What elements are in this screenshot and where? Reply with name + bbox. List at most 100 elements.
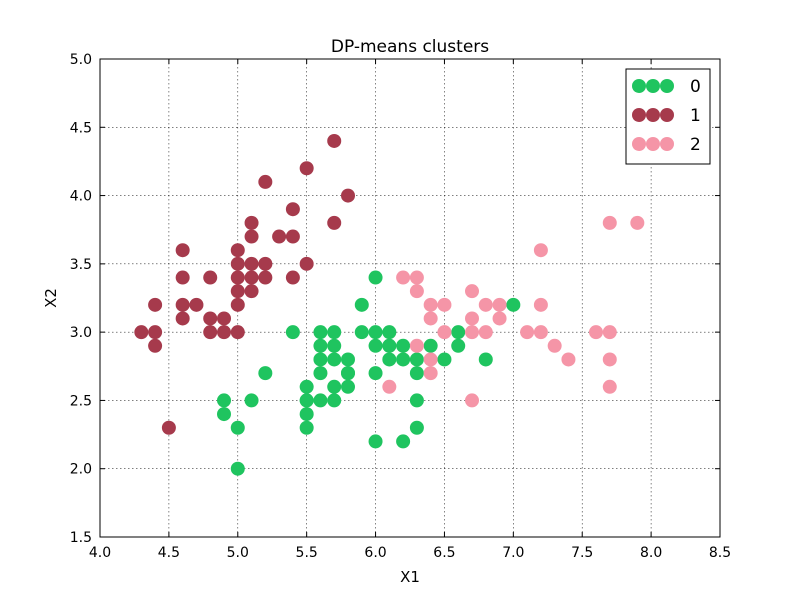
series-2-point [533, 243, 548, 258]
series-0-point [299, 407, 314, 422]
legend-marker [646, 108, 660, 122]
series-0-point [437, 352, 452, 367]
x-tick-label: 4.0 [89, 545, 111, 561]
y-tick-label: 3.5 [70, 257, 92, 273]
series-0-point [244, 393, 259, 408]
series-0-point [230, 420, 245, 435]
series-2-point [602, 215, 617, 230]
legend-marker [660, 108, 674, 122]
series-2-point [465, 284, 479, 299]
series-1-point [175, 311, 190, 326]
x-tick-label: 8.5 [709, 545, 731, 561]
y-tick-label: 4.5 [70, 120, 92, 136]
legend-marker [660, 137, 674, 151]
series-0-point [341, 366, 355, 381]
series-2-point [409, 284, 424, 299]
series-0-point [396, 434, 411, 449]
series-1-point [341, 188, 355, 203]
legend-label: 0 [690, 77, 701, 97]
series-2-point [396, 270, 411, 285]
series-0-point [451, 338, 466, 353]
series-2-point [409, 270, 424, 285]
series-0-point [506, 297, 521, 312]
series-2-point [423, 366, 438, 381]
series-0-point [258, 366, 273, 381]
plot-frame [99, 58, 721, 538]
series-1-point [230, 284, 245, 299]
series-1-point [148, 338, 163, 353]
series-1-point [148, 297, 163, 312]
series-2-point [602, 379, 617, 394]
series-2-point [437, 297, 452, 312]
series-2-point [409, 338, 424, 353]
series-0-point [368, 325, 383, 340]
series-2-point [630, 215, 645, 230]
series-1-point [230, 243, 245, 258]
series-1-point [244, 215, 259, 230]
y-tick-label: 3.0 [70, 325, 92, 341]
y-axis-label: X2 [42, 288, 60, 308]
series-0-point [313, 338, 328, 353]
series-0-point [313, 325, 328, 340]
series-1-point [258, 270, 273, 285]
series-0-point [327, 393, 342, 408]
series-2-point [602, 352, 617, 367]
series-0-point [409, 393, 424, 408]
series-1-point [134, 325, 149, 340]
y-tick-label: 5.0 [70, 52, 92, 68]
series-0-point [396, 338, 411, 353]
x-tick-label: 8.0 [640, 545, 662, 561]
series-1-point [175, 297, 190, 312]
x-tick-label: 5.5 [296, 545, 318, 561]
series-2-point [465, 325, 479, 340]
series-2-point [602, 325, 617, 340]
series-2-point [561, 352, 576, 367]
series-0-point [368, 366, 383, 381]
legend: 0 1 2 [625, 68, 711, 165]
series-1-point [299, 161, 314, 176]
series-1-point [285, 229, 300, 244]
series-1-point [327, 215, 342, 230]
series-2-point [547, 338, 562, 353]
axis-ticks: 4.0 4.5 5.0 5.5 6.0 6.5 7.0 7.5 8.0 8.5 1.5 2.0 2.5 3… [70, 52, 731, 561]
series-0-point [368, 270, 383, 285]
legend-marker [632, 79, 646, 93]
x-tick-label: 5.0 [227, 545, 249, 561]
series-0-point [327, 325, 342, 340]
data-points [134, 133, 645, 476]
chart-title: DP-means clusters [331, 37, 489, 57]
series-2-point [465, 311, 479, 326]
series-1-point [203, 311, 218, 326]
series-1-point [217, 311, 231, 326]
series-1-point [299, 256, 314, 271]
series-1-point [161, 420, 176, 435]
series-0-point [368, 434, 383, 449]
series-2-point [533, 325, 548, 340]
series-1-point [230, 256, 245, 271]
series-1-point [327, 133, 342, 148]
series-0-point [327, 338, 342, 353]
x-tick-label: 6.0 [364, 545, 386, 561]
series-0-point [341, 352, 355, 367]
y-tick-label: 4.0 [70, 189, 92, 205]
series-1-point [272, 229, 287, 244]
legend-marker [632, 137, 646, 151]
series-0-point [313, 393, 328, 408]
series-2-point [589, 325, 603, 340]
series-0-point [382, 352, 397, 367]
x-tick-label: 7.0 [502, 545, 524, 561]
legend-label: 1 [690, 106, 701, 126]
series-0-point [299, 393, 314, 408]
series-0-point [313, 352, 328, 367]
series-1-point [285, 270, 300, 285]
series-1-point [244, 229, 259, 244]
series-2-point [533, 297, 548, 312]
series-0-point [354, 297, 369, 312]
x-tick-label: 6.5 [433, 545, 455, 561]
series-1-point [258, 256, 273, 271]
series-2-point [382, 379, 397, 394]
series-0-point [368, 338, 383, 353]
series-0-point [382, 325, 397, 340]
series-2-point [423, 311, 438, 326]
